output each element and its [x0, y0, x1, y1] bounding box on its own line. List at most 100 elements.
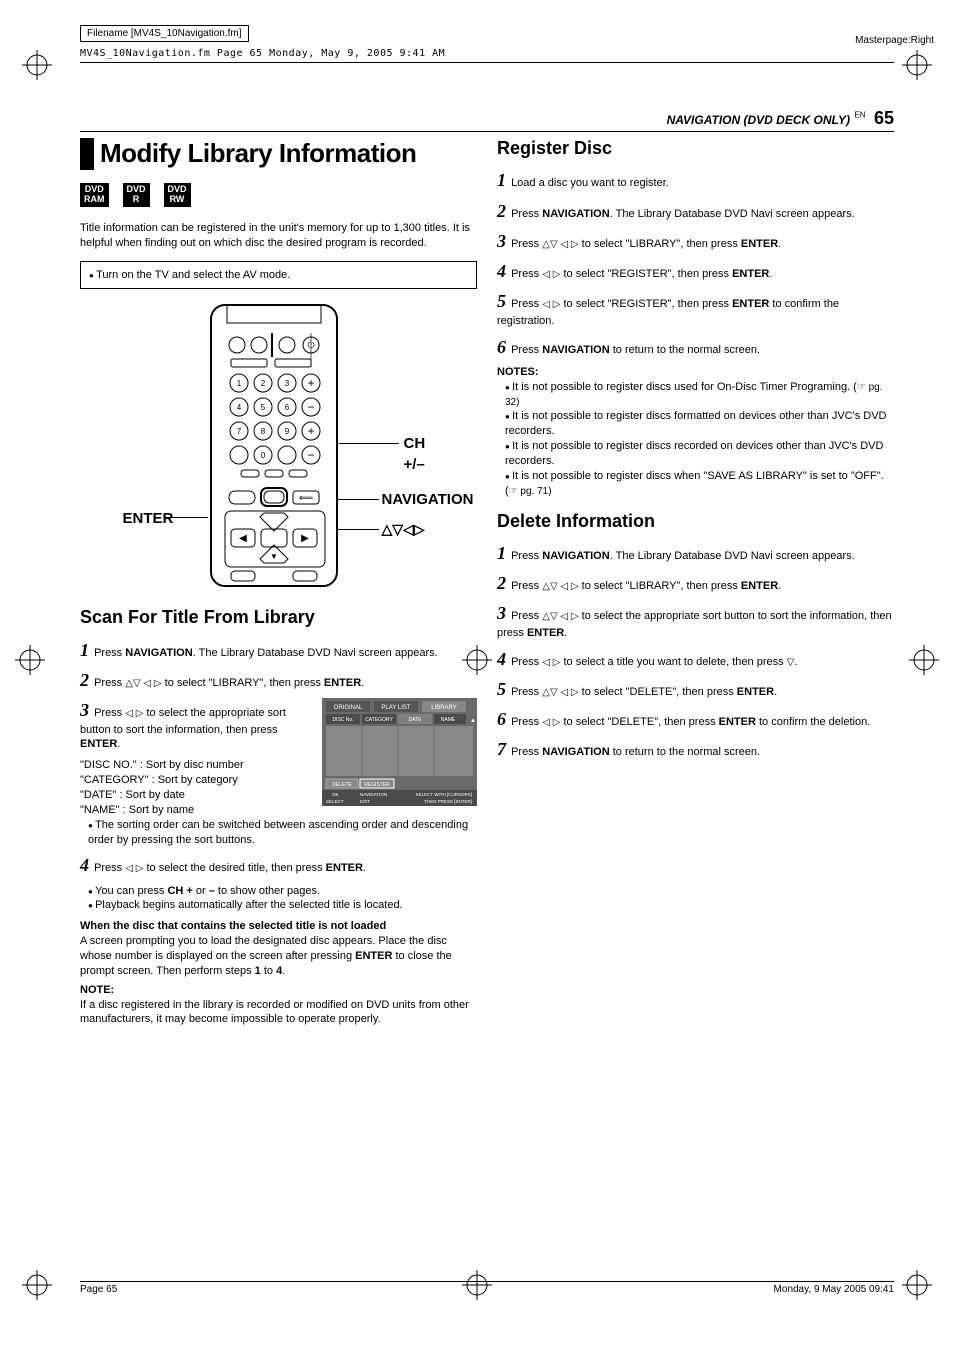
reg-notes-heading: NOTES:: [497, 365, 894, 380]
reg-note-4: It is not possible to register discs whe…: [505, 469, 894, 499]
lang-code: EN: [854, 111, 865, 120]
reg-note-2: It is not possible to register discs for…: [505, 409, 894, 439]
scan-step-2: 2 Press △▽ ◁ ▷ to select "LIBRARY", then…: [80, 668, 477, 692]
svg-text:+: +: [307, 424, 314, 438]
note-heading: NOTE:: [80, 983, 477, 998]
arrows-label: △▽◁▷: [382, 520, 425, 539]
masterpage-label: Masterpage:Right: [855, 35, 934, 46]
svg-text:DATE: DATE: [409, 717, 423, 723]
format-badges: DVDRAM DVDR DVDRW: [80, 183, 477, 207]
svg-text:DISC No.: DISC No.: [332, 717, 353, 723]
del-step-6: 6 Press ◁ ▷ to select "DELETE", then pre…: [497, 707, 894, 731]
svg-text:0: 0: [260, 451, 265, 460]
library-screen-thumbnail: ORIGINAL PLAY LIST LIBRARY DISC No. CATE…: [322, 698, 477, 811]
badge-dvd-r: DVDR: [123, 183, 150, 207]
svg-text:REGISTER: REGISTER: [364, 782, 390, 788]
reg-step-2: 2 Press NAVIGATION. The Library Database…: [497, 199, 894, 223]
reg-step-6: 6 Press NAVIGATION to return to the norm…: [497, 335, 894, 359]
svg-text:CATEGORY: CATEGORY: [365, 717, 393, 723]
register-heading: Register Disc: [497, 136, 894, 160]
when-heading: When the disc that contains the selected…: [80, 919, 477, 934]
right-column: Register Disc 1 Load a disc you want to …: [497, 136, 894, 1027]
registration-mark: [902, 50, 932, 80]
del-step-5: 5 Press △▽ ◁ ▷ to select "DELETE", then …: [497, 677, 894, 701]
svg-text:NAME: NAME: [441, 717, 456, 723]
intro-text: Title information can be registered in t…: [80, 221, 477, 251]
registration-mark: [909, 645, 939, 675]
reg-note-3: It is not possible to register discs rec…: [505, 439, 894, 469]
svg-text:7: 7: [236, 427, 241, 436]
precondition-box: Turn on the TV and select the AV mode.: [80, 261, 477, 290]
svg-text:2: 2: [260, 379, 265, 388]
ch-page-note: You can press CH + or – to show other pa…: [88, 884, 477, 899]
svg-text:3: 3: [284, 379, 289, 388]
del-step-1: 1 Press NAVIGATION. The Library Database…: [497, 541, 894, 565]
enter-label: ENTER: [123, 509, 174, 529]
when-body: A screen prompting you to load the desig…: [80, 934, 477, 979]
page-number: 65: [874, 108, 894, 128]
scan-step-4: 4 Press ◁ ▷ to select the desired title,…: [80, 853, 477, 877]
left-column: Modify Library Information DVDRAM DVDR D…: [80, 136, 477, 1027]
svg-text:SELECT: SELECT: [326, 799, 344, 804]
del-step-7: 7 Press NAVIGATION to return to the norm…: [497, 737, 894, 761]
navigation-label: NAVIGATION: [382, 490, 474, 510]
svg-text:OK: OK: [332, 792, 339, 797]
footer-page: Page 65: [80, 1284, 117, 1295]
svg-text:▼: ▼: [270, 552, 278, 561]
svg-text:4: 4: [236, 403, 241, 412]
heading-text: Modify Library Information: [100, 136, 416, 171]
svg-text:1: 1: [236, 379, 241, 388]
reg-step-1: 1 Load a disc you want to register.: [497, 168, 894, 192]
svg-text:THEN PRESS [ENTER]: THEN PRESS [ENTER]: [424, 799, 472, 804]
remote-diagram: ⏻ 1 2 3 + 4 5 6 − 7 8 9 +: [129, 303, 429, 591]
note-body: If a disc registered in the library is r…: [80, 998, 477, 1028]
svg-text:SELECT WITH [CURSORS]: SELECT WITH [CURSORS]: [416, 792, 472, 797]
svg-text:◀: ◀: [239, 533, 247, 544]
svg-text:−: −: [307, 448, 314, 462]
svg-text:PLAY LIST: PLAY LIST: [381, 705, 410, 711]
sort-order-note: The sorting order can be switched betwee…: [88, 818, 477, 848]
svg-text:▶: ▶: [301, 533, 309, 544]
reg-note-1: It is not possible to register discs use…: [505, 380, 894, 410]
reg-step-5: 5 Press ◁ ▷ to select "REGISTER", then p…: [497, 289, 894, 328]
filename-label: Filename [MV4S_10Navigation.fm]: [80, 25, 249, 42]
build-line: MV4S_10Navigation.fm Page 65 Monday, May…: [80, 48, 894, 59]
svg-text:DELETE: DELETE: [332, 782, 352, 788]
badge-dvd-rw: DVDRW: [164, 183, 191, 207]
svg-text:−: −: [307, 400, 314, 414]
playback-note: Playback begins automatically after the …: [88, 898, 477, 913]
registration-mark: [902, 1270, 932, 1300]
remote-icon: ⏻ 1 2 3 + 4 5 6 − 7 8 9 +: [209, 303, 339, 588]
footer-date: Monday, 9 May 2005 09:41: [774, 1284, 894, 1295]
section-title: NAVIGATION (DVD DECK ONLY): [667, 113, 850, 127]
svg-text:▲: ▲: [470, 718, 476, 724]
svg-text:5: 5: [260, 403, 265, 412]
svg-text:EXIT: EXIT: [360, 799, 370, 804]
scan-heading: Scan For Title From Library: [80, 605, 477, 629]
del-step-2: 2 Press △▽ ◁ ▷ to select "LIBRARY", then…: [497, 571, 894, 595]
del-step-3: 3 Press △▽ ◁ ▷ to select the appropriate…: [497, 601, 894, 640]
del-step-4: 4 Press ◁ ▷ to select a title you want t…: [497, 647, 894, 671]
ch-label: CH +/–: [404, 434, 429, 475]
reg-step-4: 4 Press ◁ ▷ to select "REGISTER", then p…: [497, 259, 894, 283]
svg-text:⟸: ⟸: [298, 493, 312, 504]
content-area: Modify Library Information DVDRAM DVDR D…: [80, 136, 894, 1027]
delete-heading: Delete Information: [497, 509, 894, 533]
box-text: Turn on the TV and select the AV mode.: [89, 269, 290, 281]
scan-step-1: 1 Press NAVIGATION. The Library Database…: [80, 638, 477, 662]
registration-mark: [22, 50, 52, 80]
reg-step-3: 3 Press △▽ ◁ ▷ to select "LIBRARY", then…: [497, 229, 894, 253]
page-footer: Page 65 Monday, 9 May 2005 09:41: [80, 1281, 894, 1295]
page-header: Filename [MV4S_10Navigation.fm] MV4S_10N…: [80, 25, 894, 63]
svg-text:NAVIGATION: NAVIGATION: [360, 792, 387, 797]
svg-text:+: +: [307, 376, 314, 390]
svg-text:LIBRARY: LIBRARY: [431, 705, 457, 711]
svg-text:ORIGINAL: ORIGINAL: [334, 705, 363, 711]
registration-mark: [15, 645, 45, 675]
svg-text:8: 8: [260, 427, 265, 436]
main-heading: Modify Library Information: [80, 136, 477, 171]
svg-text:9: 9: [284, 427, 289, 436]
registration-mark: [22, 1270, 52, 1300]
section-header: NAVIGATION (DVD DECK ONLY) EN 65: [80, 108, 894, 132]
svg-text:6: 6: [284, 403, 289, 412]
